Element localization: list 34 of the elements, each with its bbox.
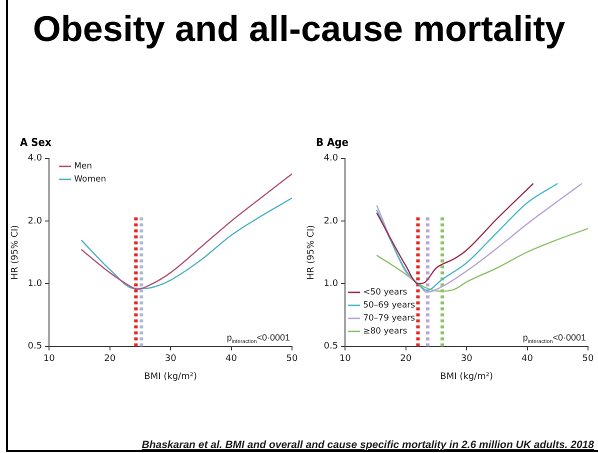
x-tick-label: 30: [460, 354, 473, 364]
x-tick-label: 10: [339, 354, 352, 364]
line-series: [376, 182, 534, 284]
legend-label: 50–69 years: [363, 300, 416, 311]
y-tick-label: 2.0: [324, 216, 338, 226]
y-tick-label: 2.0: [28, 216, 42, 226]
y-tick-label: 0.5: [28, 342, 42, 352]
x-tick-label: 10: [43, 354, 56, 364]
legend-label: 70–79 years: [363, 314, 416, 324]
chart-subtitle: B Age: [316, 136, 348, 149]
y-axis-title: HR (95% CI): [306, 225, 317, 280]
x-tick-label: 30: [164, 354, 177, 364]
chart-subtitle: A Sex: [20, 136, 52, 149]
legend-label: Men: [74, 162, 92, 172]
legend-label: ≥80 years: [363, 326, 408, 337]
x-axis-title: BMI (kg/m²): [144, 372, 197, 382]
x-tick-label: 20: [400, 354, 412, 364]
y-tick-label: 4.0: [324, 154, 338, 164]
y-axis-title: HR (95% CI): [10, 225, 21, 280]
x-axis-title: BMI (kg/m²): [440, 372, 493, 382]
legend-label: Women: [74, 174, 106, 185]
y-tick-label: 0.5: [324, 342, 338, 352]
line-series: [80, 197, 292, 290]
x-tick-label: 40: [226, 354, 238, 364]
y-tick-label: 4.0: [28, 154, 42, 164]
x-tick-label: 50: [286, 354, 298, 364]
x-tick-label: 50: [582, 354, 594, 364]
y-tick-label: 1.0: [324, 279, 338, 290]
text: Bhaskaran et al. BMI and overall and cause specific mortality in 2.6 million UK adults. 2018: [142, 439, 594, 451]
x-tick-label: 20: [104, 354, 116, 364]
legend-label: <50 years: [363, 288, 408, 298]
chart-title: Obesity and all-cause mortality: [32, 8, 566, 50]
y-tick-label: 1.0: [28, 279, 42, 290]
x-tick-label: 40: [522, 354, 534, 364]
